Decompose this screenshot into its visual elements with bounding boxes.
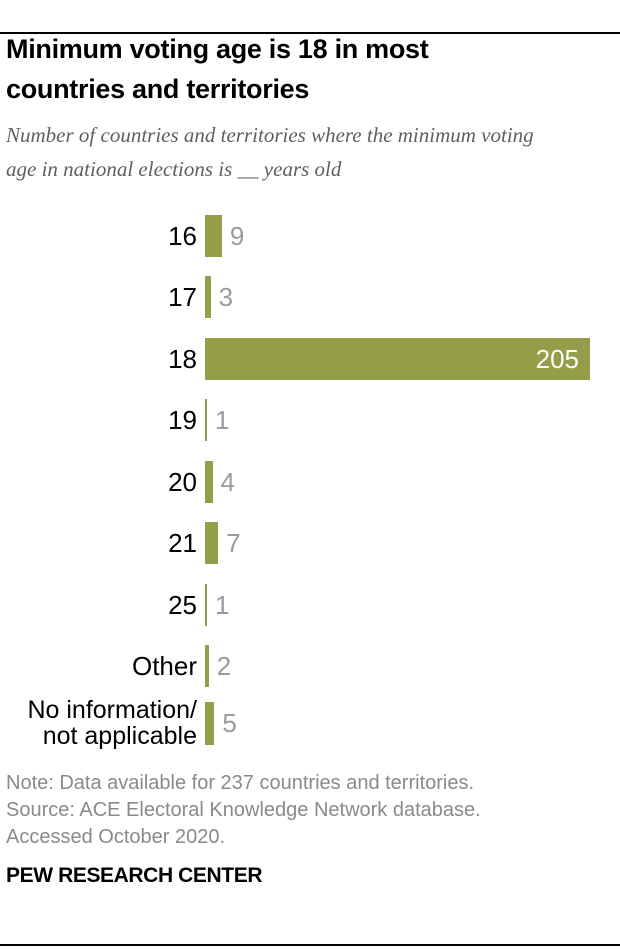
bar xyxy=(205,460,213,503)
category-label: 21 xyxy=(168,528,197,559)
bottom-divider-rule xyxy=(0,944,620,946)
chart-row: 18 205 xyxy=(6,328,613,390)
chart-row: 19 1 xyxy=(6,390,613,452)
bar-zone: 5 xyxy=(205,701,613,745)
bar-zone: 205 xyxy=(205,337,613,380)
category-label: 16 xyxy=(168,220,197,251)
category-label: 18 xyxy=(168,343,197,374)
bar-zone: 1 xyxy=(205,399,613,442)
bar xyxy=(205,399,207,442)
chart-subtitle: Number of countries and territories wher… xyxy=(6,123,534,181)
value-label: 9 xyxy=(229,220,245,251)
bar xyxy=(205,701,215,745)
bar-zone: 3 xyxy=(205,276,613,319)
chart-row: Other 2 xyxy=(6,636,613,698)
footnotes: Note: Data available for 237 countries a… xyxy=(6,770,613,851)
bar-zone: 2 xyxy=(205,645,613,688)
value-label: 1 xyxy=(215,405,230,436)
bar xyxy=(205,214,222,257)
bar-zone: 9 xyxy=(205,214,613,257)
chart-row: 16 9 xyxy=(6,205,613,267)
note-text: Note: Data available for 237 countries a… xyxy=(6,772,475,794)
value-label: 4 xyxy=(220,466,235,497)
bar-zone: 4 xyxy=(205,460,613,503)
source-text: Source: ACE Electoral Knowledge Network … xyxy=(6,799,481,848)
category-label: 20 xyxy=(168,466,197,497)
category-label: 19 xyxy=(168,405,197,436)
chart-row: 17 3 xyxy=(6,267,613,329)
value-label: 3 xyxy=(218,282,234,313)
chart-row: 21 7 xyxy=(6,513,613,575)
bar: 205 xyxy=(205,337,590,380)
category-label: 17 xyxy=(168,282,197,313)
chart-card: Minimum voting age is 18 in most countri… xyxy=(0,29,620,886)
value-label: 205 xyxy=(535,343,579,374)
bar-zone: 1 xyxy=(205,583,613,626)
pew-research-center-wordmark: PEW RESEARCH CENTER xyxy=(6,864,263,887)
value-label: 2 xyxy=(216,651,232,682)
top-divider-rule xyxy=(0,32,620,34)
chart-row: 25 1 xyxy=(6,574,613,636)
chart-row: 20 4 xyxy=(6,451,613,513)
bar xyxy=(205,583,207,626)
category-label: 25 xyxy=(168,589,197,620)
bar xyxy=(205,276,211,319)
category-label: No information/ not applicable xyxy=(27,696,197,750)
value-label: 1 xyxy=(215,589,230,620)
value-label: 7 xyxy=(226,528,241,559)
value-label: 5 xyxy=(222,708,237,738)
bar xyxy=(205,522,219,565)
bar-zone: 7 xyxy=(205,522,613,565)
bar xyxy=(205,645,209,688)
bar-chart: 16 9 17 3 18 205 19 1 20 4 21 7 25 1 Other 2 No informat… xyxy=(6,205,613,749)
chart-row: No information/ not applicable 5 xyxy=(6,697,613,749)
category-label: Other xyxy=(131,651,197,682)
chart-title: Minimum voting age is 18 in most countri… xyxy=(6,34,429,104)
